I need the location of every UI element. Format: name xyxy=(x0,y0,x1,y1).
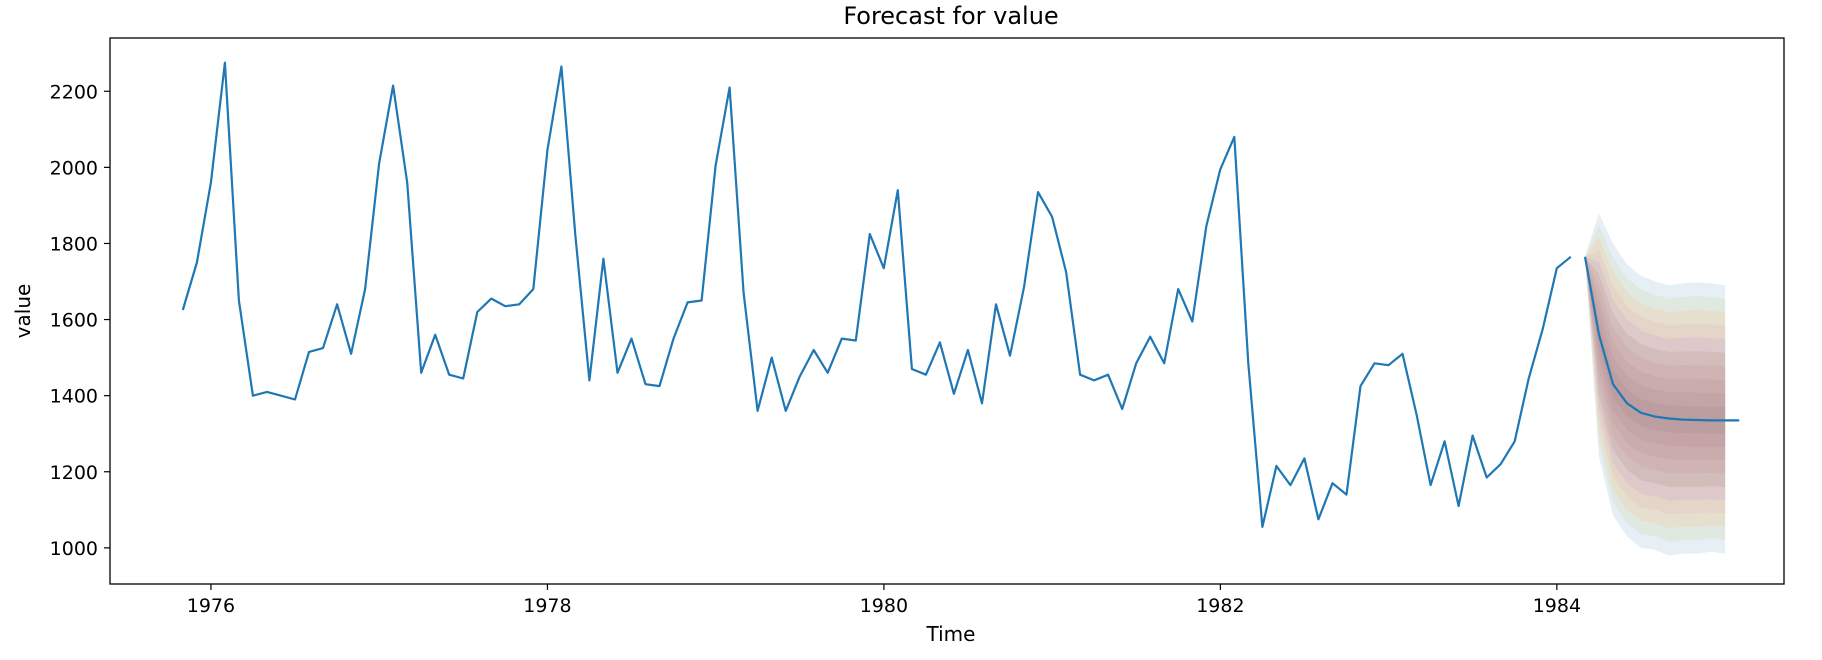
x-tick-label: 1980 xyxy=(860,595,908,617)
forecast-band xyxy=(1585,237,1726,529)
y-tick-label: 1400 xyxy=(50,386,98,408)
x-tick-label: 1984 xyxy=(1533,595,1581,617)
y-tick-label: 2000 xyxy=(50,157,98,179)
chart-title: Forecast for value xyxy=(843,2,1058,30)
y-tick-label: 2200 xyxy=(50,81,98,103)
y-tick-label: 1200 xyxy=(50,462,98,484)
y-axis: 1000 1200 1400 1600 1800 2000 2200 xyxy=(50,81,110,560)
forecast-band xyxy=(1585,225,1726,542)
forecast-band xyxy=(1585,256,1726,501)
forecast-band xyxy=(1585,256,1726,461)
plot-frame xyxy=(109,37,1785,585)
y-axis-label: value xyxy=(11,284,35,339)
forecast-band xyxy=(1585,256,1726,447)
forecast-interval-bands xyxy=(1585,213,1726,556)
forecast-band xyxy=(1585,256,1726,487)
observed-line xyxy=(181,61,1572,529)
x-tick-label: 1982 xyxy=(1196,595,1244,617)
y-tick-label: 1600 xyxy=(50,310,98,332)
forecast-line xyxy=(1583,256,1740,422)
forecast-band xyxy=(1585,256,1726,434)
forecast-band xyxy=(1585,213,1726,556)
y-tick-label: 1000 xyxy=(50,538,98,560)
x-tick-label: 1978 xyxy=(523,595,571,617)
x-tick-label: 1976 xyxy=(187,595,235,617)
x-axis-label: Time xyxy=(926,622,976,646)
forecast-band xyxy=(1585,249,1726,515)
x-axis: 1976 1978 1980 1982 1984 xyxy=(187,584,1581,617)
series-lines xyxy=(181,61,1740,529)
y-tick-label: 1800 xyxy=(50,233,98,255)
